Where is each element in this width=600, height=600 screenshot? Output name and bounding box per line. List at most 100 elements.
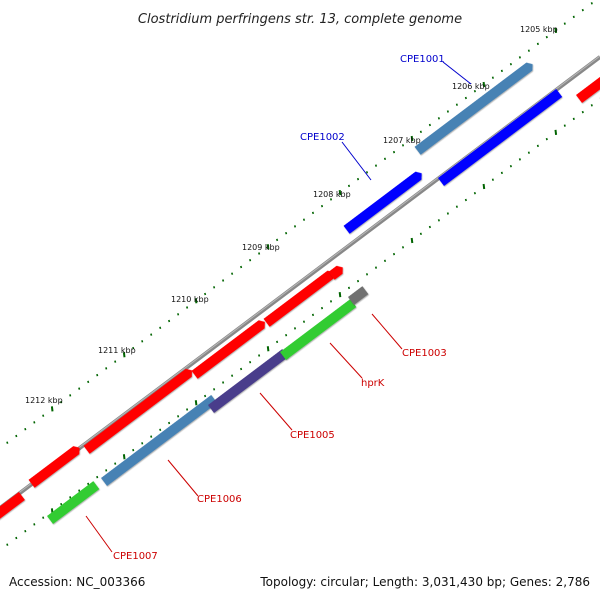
tick-mark-inner: [383, 259, 387, 263]
tick-mark-inner: [581, 110, 584, 114]
gene-bar-cpe1005[interactable]: [208, 349, 289, 413]
tick-label-1205: 1205 kbp: [520, 25, 558, 34]
tick-mark-inner: [105, 469, 108, 472]
gene-bar-cpe1003[interactable]: [348, 286, 369, 305]
tick-mark-outer: [33, 421, 36, 424]
tick-mark-outer: [194, 298, 198, 304]
tick-mark-outer: [590, 2, 593, 5]
genome-backbone-highlight: [0, 55, 600, 508]
leader-line-cpe1002: [341, 141, 372, 181]
tick-mark-inner: [150, 435, 153, 438]
tick-mark-outer: [392, 150, 396, 154]
gene-bar-cpe1005-upper[interactable]: [191, 318, 268, 379]
gene-bar-cpe1007-upper[interactable]: [28, 444, 83, 488]
accession-text: Accession: NC_003366: [9, 575, 146, 589]
tick-mark-outer: [509, 62, 512, 66]
tick-mark-outer: [69, 394, 72, 397]
tick-mark-outer: [50, 406, 54, 412]
tick-mark-outer: [24, 427, 27, 431]
tick-mark-outer: [177, 313, 180, 316]
gene-bar-cpe1007[interactable]: [47, 481, 100, 524]
tick-mark-outer: [186, 306, 189, 309]
tick-mark-inner: [6, 543, 9, 546]
tick-mark-inner: [194, 400, 198, 406]
gene-label-cpe1006[interactable]: CPE1006: [197, 494, 242, 505]
tick-mark-outer: [159, 326, 162, 330]
tick-mark-inner: [482, 183, 486, 190]
tick-mark-inner: [78, 489, 81, 492]
tick-mark-inner: [464, 198, 467, 202]
tick-mark-outer: [15, 434, 18, 438]
gene-bar-cpe1001[interactable]: [438, 88, 563, 186]
tick-mark-outer: [266, 244, 270, 250]
tick-mark-inner: [122, 454, 126, 460]
tick-mark-inner: [509, 164, 512, 168]
tick-mark-outer: [122, 352, 126, 358]
tick-mark-inner: [437, 219, 440, 222]
tick-mark-outer: [356, 177, 360, 181]
tick-mark-outer: [401, 144, 405, 147]
tick-mark-inner: [545, 137, 548, 141]
tick-mark-outer: [302, 218, 306, 221]
tick-mark-inner: [410, 237, 414, 244]
gene-bar-hprk-upper[interactable]: [263, 268, 337, 327]
tick-mark-outer: [168, 319, 171, 323]
tick-mark-outer: [78, 387, 81, 390]
tick-mark-outer: [105, 367, 108, 370]
tick-mark-inner: [392, 252, 396, 256]
gene-bar-hprk[interactable]: [280, 299, 357, 360]
tick-mark-inner: [374, 266, 378, 269]
tick-mark-outer: [410, 135, 414, 142]
tick-mark-inner: [473, 191, 476, 195]
tick-mark-outer: [6, 441, 9, 444]
tick-mark-outer: [446, 110, 449, 113]
tick-mark-outer: [222, 279, 225, 282]
tick-mark-outer: [338, 189, 342, 196]
gene-bar-cpe1008[interactable]: [0, 491, 25, 529]
gene-label-cpe1003[interactable]: CPE1003: [402, 348, 447, 359]
tick-mark-inner: [518, 158, 521, 161]
tick-mark-outer: [419, 130, 422, 134]
tick-mark-outer: [311, 211, 315, 215]
tick-mark-inner: [419, 232, 422, 236]
tick-mark-inner: [96, 475, 99, 479]
tick-mark-inner: [285, 333, 288, 337]
gene-bar-cpe1000[interactable]: [576, 70, 600, 103]
gene-bar-cpe1002[interactable]: [343, 169, 425, 234]
tick-mark-inner: [563, 124, 566, 127]
tick-mark-inner: [69, 496, 72, 499]
gene-label-cpe1005[interactable]: CPE1005: [290, 430, 335, 441]
topology-text: Topology: circular; Length: 3,031,430 bp…: [260, 575, 590, 589]
leader-line-cpe1003: [371, 313, 403, 350]
tick-mark-outer: [545, 35, 548, 39]
tick-label-1207: 1207 kbp: [383, 136, 421, 145]
tick-mark-outer: [491, 76, 494, 79]
tick-mark-inner: [302, 320, 306, 323]
tick-mark-outer: [285, 231, 288, 235]
gene-label-cpe1002[interactable]: CPE1002: [300, 132, 345, 143]
tick-mark-inner: [87, 482, 90, 486]
tick-mark-outer: [554, 27, 558, 34]
tick-row-inner: [6, 97, 600, 546]
tick-mark-outer: [473, 89, 476, 93]
leader-line-hprk: [329, 342, 363, 379]
gene-label-hprk[interactable]: hprK: [361, 378, 385, 389]
gene-bar-cpe1001-upper[interactable]: [414, 60, 536, 155]
tick-mark-inner: [491, 178, 494, 181]
tick-mark-outer: [572, 15, 575, 19]
tick-mark-outer: [249, 258, 252, 262]
tick-mark-outer: [374, 164, 378, 167]
gene-label-cpe1007[interactable]: CPE1007: [113, 551, 158, 562]
tick-mark-inner: [428, 225, 431, 229]
tick-mark-outer: [500, 69, 503, 73]
tick-mark-inner: [401, 246, 405, 249]
tick-mark-inner: [338, 291, 342, 298]
tick-mark-outer: [276, 238, 279, 242]
gene-bar-cpe1006-upper[interactable]: [83, 366, 195, 454]
gene-label-cpe1001[interactable]: CPE1001: [400, 54, 445, 65]
tick-mark-inner: [60, 502, 63, 506]
gene-bar-cpe1006[interactable]: [101, 394, 218, 486]
gene-bar-cpe1003-upper[interactable]: [328, 263, 346, 280]
tick-mark-outer: [240, 265, 243, 269]
